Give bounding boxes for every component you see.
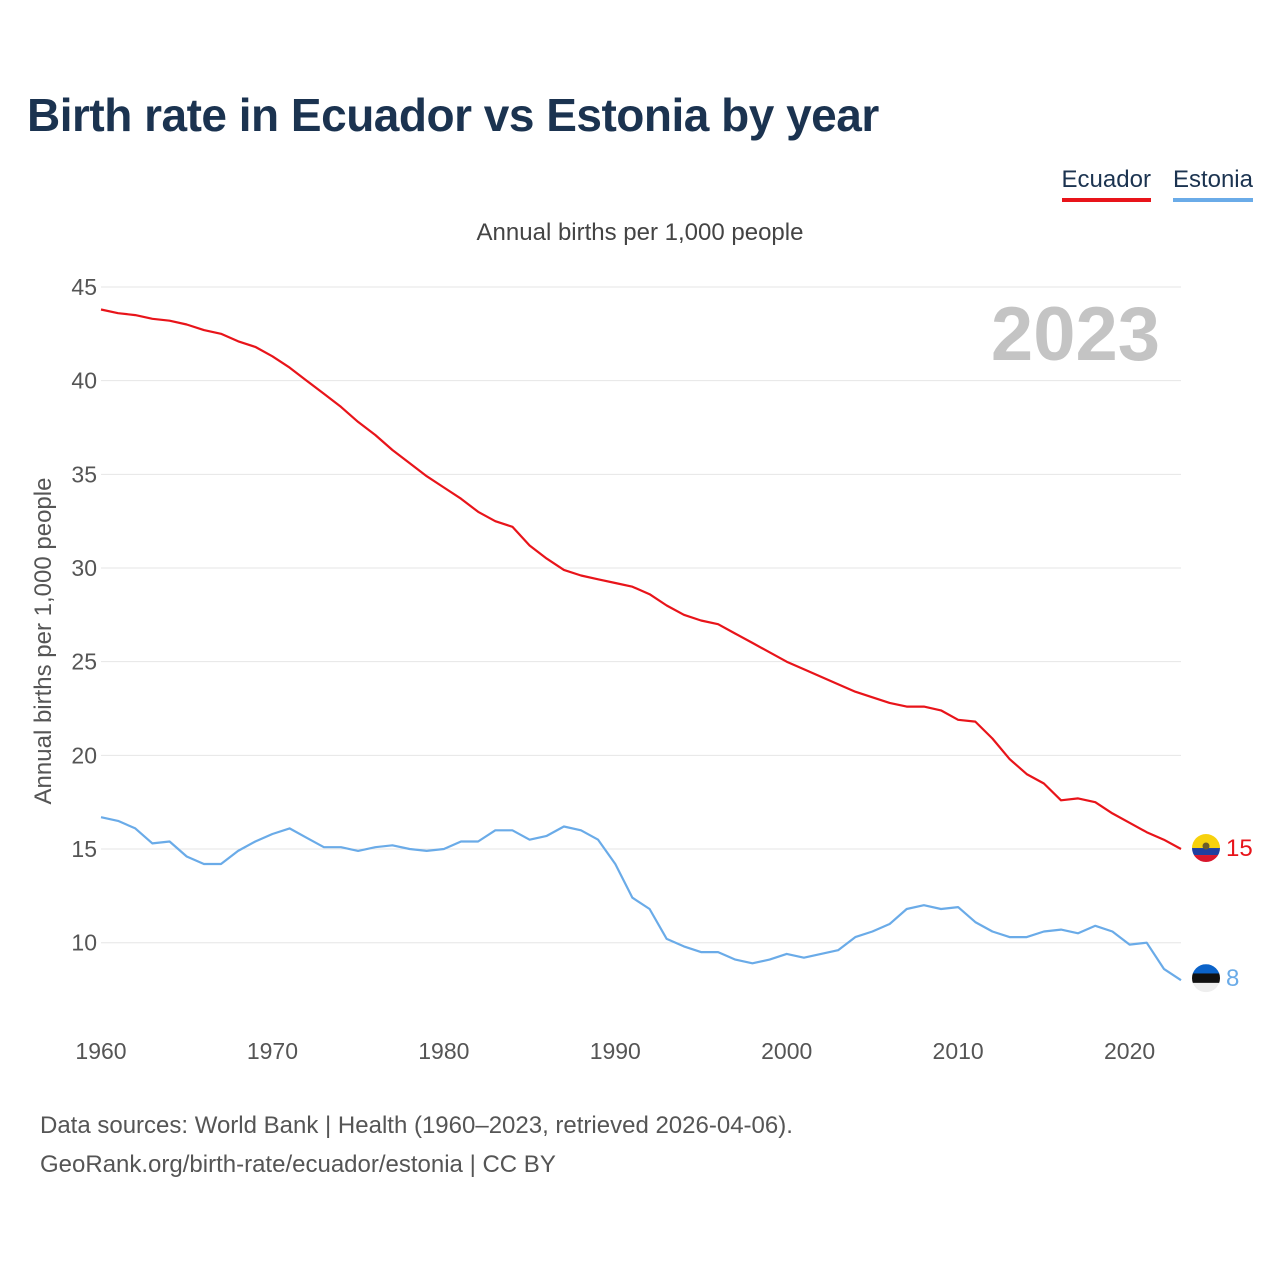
estonia-end-label: 8 <box>1226 965 1239 992</box>
y-tick-10: 10 <box>71 930 97 956</box>
y-tick-25: 25 <box>71 649 97 675</box>
series-line-ecuador <box>100 308 1182 850</box>
x-tick-1980: 1980 <box>418 1038 469 1064</box>
series-line-estonia <box>100 816 1182 982</box>
year-watermark: 2023 <box>991 292 1160 377</box>
gridlines <box>101 286 1181 944</box>
chart-title: Birth rate in Ecuador vs Estonia by year <box>27 89 879 141</box>
y-tick-40: 40 <box>71 368 97 394</box>
x-tick-1990: 1990 <box>590 1038 641 1064</box>
legend-item-ecuador[interactable]: Ecuador <box>1061 166 1151 202</box>
x-tick-labels: 1960 1970 1980 1990 2000 2010 2020 <box>75 1038 1155 1064</box>
line-chart: Annual births per 1,000 people Annual bi… <box>30 219 1253 1064</box>
x-tick-2010: 2010 <box>933 1038 984 1064</box>
x-tick-1970: 1970 <box>247 1038 298 1064</box>
ecuador-end-label: 15 <box>1226 835 1253 862</box>
legend-item-estonia[interactable]: Estonia <box>1172 166 1253 202</box>
y-tick-45: 45 <box>71 274 97 300</box>
y-tick-30: 30 <box>71 555 97 581</box>
y-tick-15: 15 <box>71 836 97 862</box>
x-tick-2000: 2000 <box>761 1038 812 1064</box>
x-tick-2020: 2020 <box>1104 1038 1155 1064</box>
credit-link[interactable]: GeoRank.org/birth-rate/ecuador/estonia |… <box>40 1151 556 1178</box>
y-tick-35: 35 <box>71 461 97 487</box>
footer: Data sources: World Bank | Health (1960–… <box>40 1106 793 1184</box>
series-layer <box>100 308 1182 982</box>
y-tick-20: 20 <box>71 742 97 768</box>
legend: Ecuador Estonia <box>1061 166 1253 202</box>
y-axis-label: Annual births per 1,000 people <box>30 478 57 805</box>
estonia-flag-icon <box>1192 964 1220 993</box>
ecuador-flag-icon <box>1192 834 1220 863</box>
chart-subtitle: Annual births per 1,000 people <box>477 219 804 246</box>
source-note: Data sources: World Bank | Health (1960–… <box>40 1112 793 1139</box>
y-tick-labels: 10 15 20 25 30 35 40 45 <box>71 274 97 956</box>
x-tick-1960: 1960 <box>75 1038 126 1064</box>
